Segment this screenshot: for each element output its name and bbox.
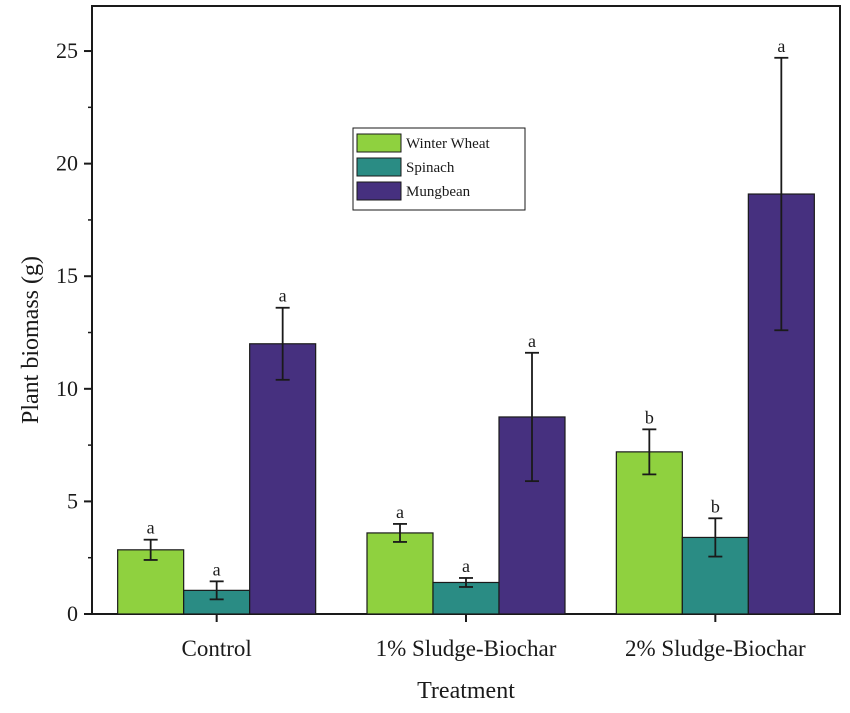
bar [615, 451, 683, 615]
legend-swatch [356, 157, 402, 177]
significance-label: a [777, 36, 785, 56]
legend-label: Mungbean [406, 184, 471, 200]
y-tick-label: 25 [56, 38, 78, 63]
legend: Winter Wheat Spinach Mungbean [352, 127, 526, 211]
significance-label: b [711, 496, 720, 516]
significance-label: a [279, 286, 287, 306]
x-tick-label: 2% Sludge-Biochar [625, 636, 806, 661]
significance-label: a [147, 518, 155, 538]
legend-label: Winter Wheat [406, 136, 490, 152]
y-tick-label: 15 [56, 263, 78, 288]
y-axis: 0 5 10 15 20 25 [56, 38, 92, 626]
x-tick-label: 1% Sludge-Biochar [376, 636, 557, 661]
error-bars-group [143, 56, 789, 601]
y-tick-label: 5 [67, 488, 78, 513]
bar-series-group [117, 193, 815, 615]
y-axis-title: Plant biomass (g) [18, 256, 44, 424]
significance-label: a [213, 559, 221, 579]
significance-label: a [396, 502, 404, 522]
legend-swatch [356, 181, 402, 201]
bar [366, 532, 434, 615]
significance-label: a [528, 331, 536, 351]
y-tick-label: 0 [67, 601, 78, 626]
y-tick-label: 10 [56, 376, 78, 401]
legend-label: Spinach [406, 160, 455, 176]
bar [249, 343, 317, 615]
x-axis: Control 1% Sludge-Biochar 2% Sludge-Biocha… [182, 614, 806, 661]
significance-labels-group: a a a a a a b b a [147, 36, 786, 580]
x-tick-label: Control [182, 636, 252, 661]
x-axis-title: Treatment [417, 678, 515, 704]
legend-swatch [356, 133, 402, 153]
plot-frame [91, 5, 841, 615]
y-tick-label: 20 [56, 151, 78, 176]
significance-label: a [462, 556, 470, 576]
significance-label: b [645, 407, 654, 427]
